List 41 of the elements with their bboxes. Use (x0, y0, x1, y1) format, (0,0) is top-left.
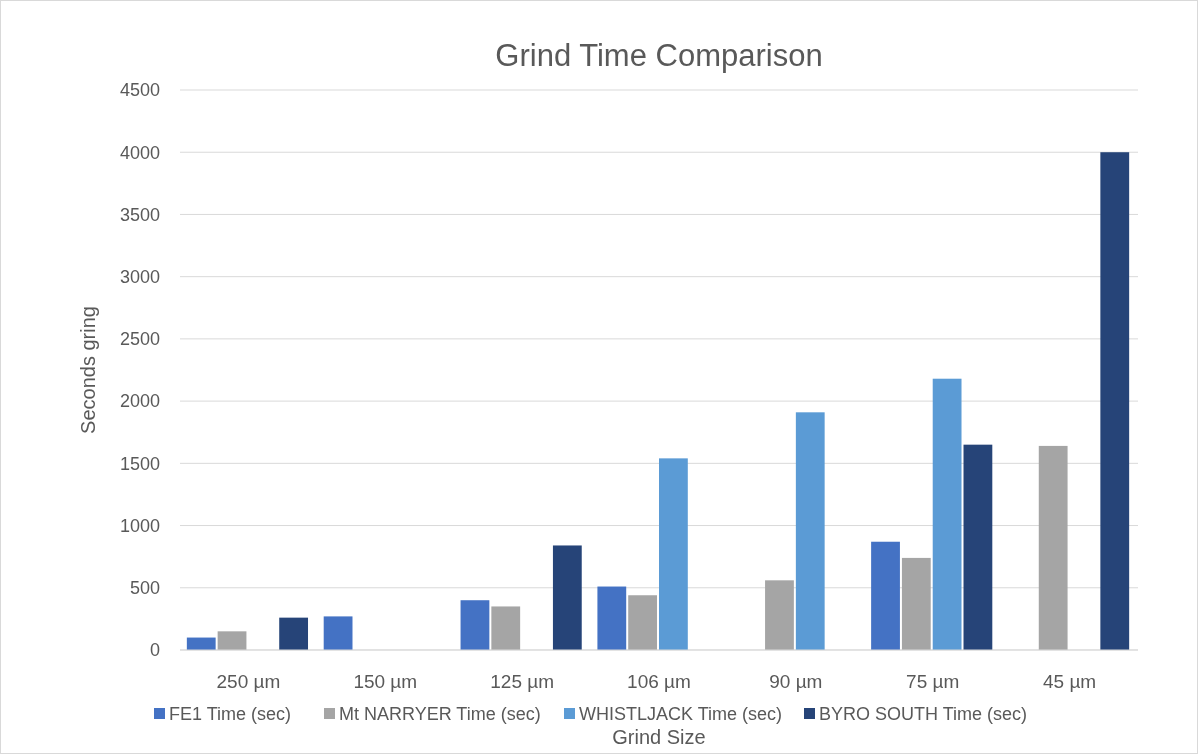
bar (871, 541, 900, 650)
bar (1038, 445, 1068, 650)
bar (765, 580, 794, 650)
bar (659, 458, 688, 650)
y-tick-label: 0 (149, 640, 160, 661)
bar (795, 412, 825, 650)
legend-label: WHISTLJACK Time (sec) (579, 704, 783, 725)
y-tick-label: 4000 (119, 142, 160, 163)
bar (628, 595, 657, 650)
y-tick-label: 3000 (119, 266, 160, 287)
bar (323, 616, 353, 650)
legend-label: BYRO SOUTH Time (sec) (819, 704, 1028, 725)
bar (932, 378, 962, 650)
x-tick-label: 45 µm (1042, 671, 1097, 692)
x-tick-label: 75 µm (906, 671, 960, 692)
bar (901, 557, 931, 650)
y-tick-label: 4500 (119, 80, 160, 101)
bar (963, 444, 993, 650)
y-axis-title: Seconds gring (77, 306, 99, 434)
bar (279, 617, 309, 650)
x-tick-label: 125 µm (490, 671, 555, 692)
y-tick-label: 1500 (119, 453, 160, 474)
y-tick-label: 2000 (119, 391, 160, 412)
bar (1100, 152, 1130, 650)
y-tick-label: 1000 (119, 515, 160, 536)
legend-label: FE1 Time (sec) (169, 704, 292, 725)
x-tick-label: 106 µm (627, 671, 691, 692)
x-tick-label: 90 µm (769, 671, 823, 692)
x-tick-label: 250 µm (216, 671, 281, 692)
bar (460, 600, 490, 650)
chart-title: Grind Time Comparison (495, 38, 823, 73)
legend-label: Mt NARRYER Time (sec) (339, 704, 541, 725)
y-tick-label: 500 (129, 578, 160, 599)
bar (552, 545, 582, 650)
x-tick-label: 150 µm (353, 671, 418, 692)
x-axis-title: Grind Size (612, 726, 706, 748)
bar (217, 631, 247, 650)
y-tick-label: 2500 (119, 329, 160, 350)
y-tick-label: 3500 (119, 204, 160, 225)
bar (491, 606, 521, 650)
bar (597, 586, 627, 650)
